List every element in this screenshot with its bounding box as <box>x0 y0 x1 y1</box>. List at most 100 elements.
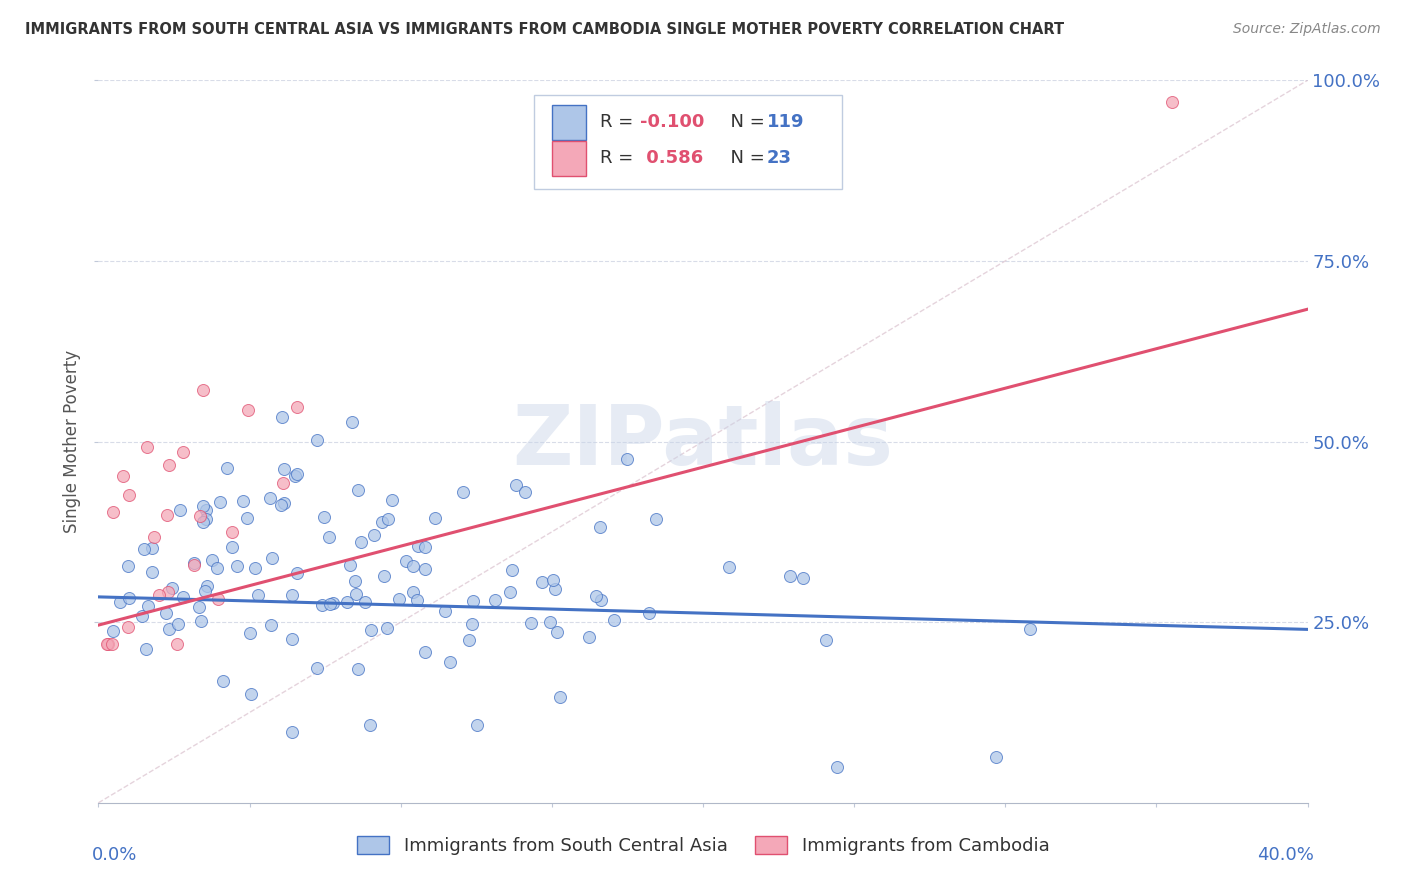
Point <box>505 478 527 492</box>
Point <box>603 613 626 627</box>
Point <box>531 575 554 590</box>
Point <box>169 503 191 517</box>
Point <box>644 512 666 526</box>
Point <box>96 637 118 651</box>
Point <box>413 645 436 659</box>
Text: R =: R = <box>600 113 640 131</box>
Point <box>259 491 281 505</box>
Point <box>1019 622 1042 636</box>
Point <box>544 582 567 596</box>
Point <box>467 717 489 731</box>
Point <box>336 595 359 609</box>
Point <box>156 508 179 523</box>
Point <box>190 614 212 628</box>
Point <box>134 542 156 557</box>
Point <box>131 609 153 624</box>
Point <box>238 403 260 417</box>
Point <box>194 583 217 598</box>
Point <box>541 573 564 587</box>
FancyBboxPatch shape <box>551 141 586 176</box>
Point <box>546 624 568 639</box>
Point <box>359 718 381 732</box>
Point <box>520 615 543 630</box>
Text: N =: N = <box>718 149 770 168</box>
Text: Source: ZipAtlas.com: Source: ZipAtlas.com <box>1233 22 1381 37</box>
Point <box>108 595 131 609</box>
Point <box>381 492 404 507</box>
Point <box>395 554 418 568</box>
Point <box>188 508 211 523</box>
Text: 0.586: 0.586 <box>640 149 703 168</box>
Point <box>271 410 294 425</box>
Point <box>191 516 214 530</box>
Point <box>377 512 399 526</box>
Point <box>221 525 243 540</box>
Point <box>273 496 295 510</box>
Point <box>195 511 218 525</box>
Point <box>588 520 610 534</box>
Point <box>135 641 157 656</box>
Point <box>155 606 177 620</box>
Point <box>305 660 328 674</box>
Point <box>166 637 188 651</box>
Point <box>371 516 394 530</box>
Point <box>1160 95 1182 109</box>
Point <box>148 589 170 603</box>
Point <box>312 510 335 524</box>
Point <box>515 485 537 500</box>
Point <box>339 558 361 572</box>
Point <box>346 663 368 677</box>
Point <box>260 618 283 632</box>
Point <box>280 588 302 602</box>
Point <box>360 623 382 637</box>
Point <box>201 553 224 567</box>
Point <box>578 630 600 644</box>
Point <box>439 655 461 669</box>
Point <box>207 592 229 607</box>
Point <box>349 535 371 549</box>
Point <box>280 632 302 646</box>
Point <box>187 600 209 615</box>
Point <box>191 499 214 513</box>
Point <box>451 484 474 499</box>
Point <box>195 579 218 593</box>
Point <box>100 637 122 651</box>
FancyBboxPatch shape <box>551 105 586 139</box>
Point <box>117 620 139 634</box>
Point <box>538 615 561 630</box>
Point <box>142 530 165 544</box>
Point <box>718 559 741 574</box>
Point <box>406 540 429 554</box>
Point <box>285 467 308 481</box>
Point <box>240 687 263 701</box>
Point <box>322 597 344 611</box>
Point <box>162 581 184 595</box>
Point <box>827 760 849 774</box>
Point <box>205 561 228 575</box>
Legend: Immigrants from South Central Asia, Immigrants from Cambodia: Immigrants from South Central Asia, Immi… <box>350 829 1056 863</box>
Point <box>388 592 411 607</box>
Point <box>984 750 1007 764</box>
Point <box>97 637 120 651</box>
Point <box>183 558 205 572</box>
Point <box>117 558 139 573</box>
Point <box>413 562 436 576</box>
Point <box>235 511 257 525</box>
Point <box>183 556 205 570</box>
Text: IMMIGRANTS FROM SOUTH CENTRAL ASIA VS IMMIGRANTS FROM CAMBODIA SINGLE MOTHER POV: IMMIGRANTS FROM SOUTH CENTRAL ASIA VS IM… <box>25 22 1064 37</box>
Point <box>239 626 262 640</box>
Text: 119: 119 <box>768 113 804 131</box>
Point <box>433 603 456 617</box>
Point <box>194 502 217 516</box>
Point <box>135 440 157 454</box>
Text: 23: 23 <box>768 149 792 168</box>
Point <box>136 599 159 614</box>
Point <box>209 495 232 509</box>
Point <box>273 462 295 476</box>
Point <box>792 570 814 584</box>
Point <box>271 476 294 491</box>
Point <box>318 530 340 544</box>
Point <box>260 551 283 566</box>
Point <box>215 460 238 475</box>
Point <box>616 452 638 467</box>
